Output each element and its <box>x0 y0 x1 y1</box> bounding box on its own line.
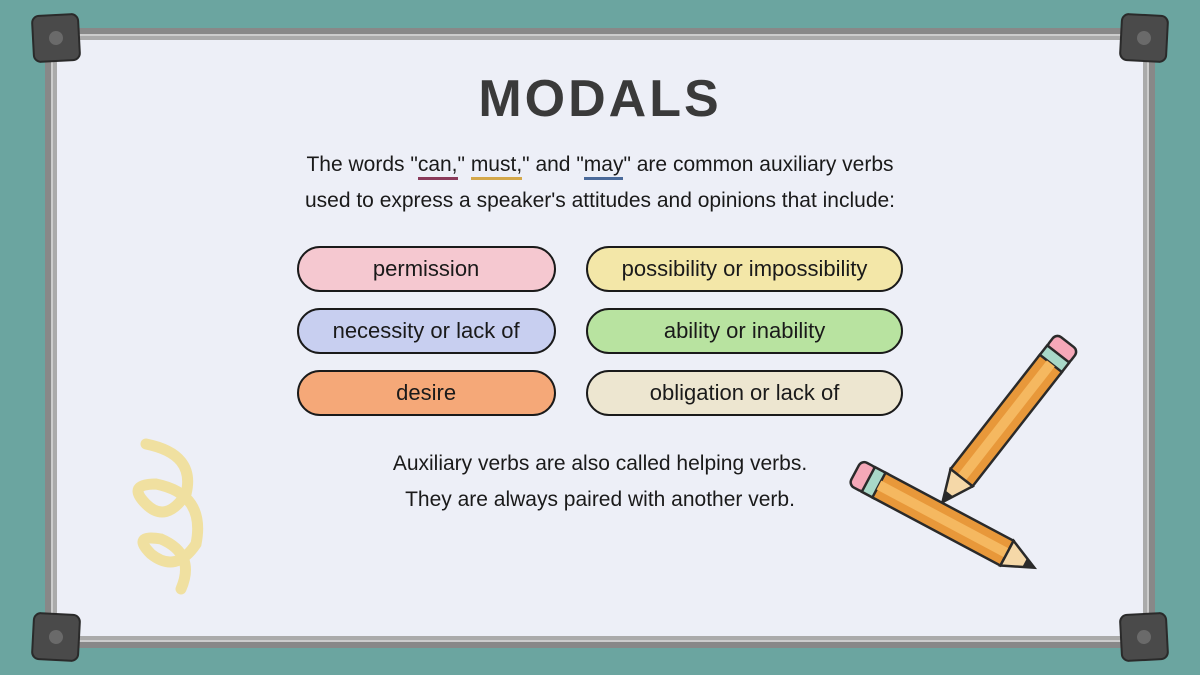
pill-possibility: possibility or impossibility <box>586 246 904 292</box>
word-can: can, <box>418 153 458 180</box>
intro-mid2: " and " <box>522 153 584 176</box>
word-may: may <box>584 153 624 180</box>
intro-mid1: " <box>458 153 471 176</box>
intro-line2: used to express a speaker's attitudes an… <box>305 189 895 212</box>
scribble-icon <box>116 424 246 604</box>
footer-line1: Auxiliary verbs are also called helping … <box>393 452 807 475</box>
intro-prefix: The words " <box>306 153 417 176</box>
board-corner-bl <box>31 612 81 662</box>
pill-necessity: necessity or lack of <box>297 308 556 354</box>
footer-line2: They are always paired with another verb… <box>405 488 795 511</box>
page-title: MODALS <box>478 69 721 129</box>
board-corner-tr <box>1119 13 1169 63</box>
pill-permission: permission <box>297 246 556 292</box>
pencils-icon <box>834 332 1114 612</box>
intro-text: The words "can," must," and "may" are co… <box>305 147 895 218</box>
pill-grid: permission possibility or impossibility … <box>297 246 904 416</box>
whiteboard: MODALS The words "can," must," and "may"… <box>45 28 1155 648</box>
intro-suffix: " are common auxiliary verbs <box>623 153 893 176</box>
board-corner-tl <box>31 13 81 63</box>
word-must: must, <box>471 153 522 180</box>
pill-desire: desire <box>297 370 556 416</box>
footer-text: Auxiliary verbs are also called helping … <box>393 446 807 517</box>
board-corner-br <box>1119 612 1169 662</box>
